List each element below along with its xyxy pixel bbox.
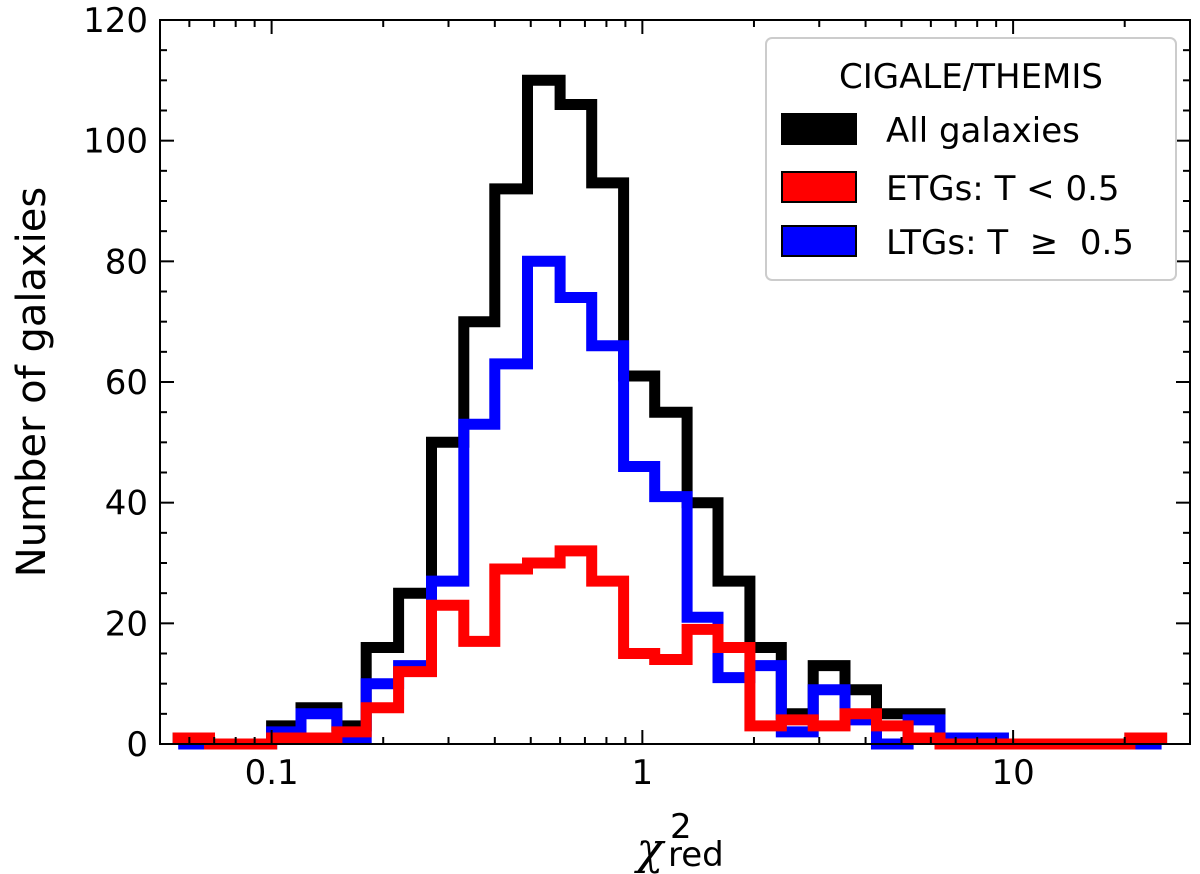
y-tick-label: 40 <box>105 484 148 524</box>
x-tick-label: 1 <box>632 753 654 793</box>
x-tick-label: 10 <box>991 753 1034 793</box>
x-axis-title-subscript: red <box>668 835 724 874</box>
y-tick-label: 0 <box>126 725 148 765</box>
legend-swatch <box>781 113 857 145</box>
x-axis-title-symbol: χ <box>634 824 666 874</box>
y-tick-label: 80 <box>105 242 148 282</box>
legend-label: ETGs: T < 0.5 <box>886 169 1120 209</box>
legend-label: All galaxies <box>886 111 1080 151</box>
legend-swatch <box>781 171 857 203</box>
y-tick-label: 20 <box>105 604 148 644</box>
plot-frame <box>159 19 1191 745</box>
legend-swatch <box>781 225 857 257</box>
y-tick-label: 120 <box>83 1 148 41</box>
histogram-series-etgs <box>172 545 1168 750</box>
y-axis-title: Number of galaxies <box>9 187 55 577</box>
x-tick-label: 0.1 <box>245 753 299 793</box>
legend-title: CIGALE/THEMIS <box>839 57 1103 97</box>
y-tick-label: 60 <box>105 363 148 403</box>
legend-entries: All galaxies ETGs: T < 0.5 LTGs: T ≥ 0.5 <box>781 111 1134 263</box>
axis-ticks-layer: 0 20 40 60 80 100 120 0.1 1 10 <box>83 1 1191 793</box>
x-axis-title-superscript: 2 <box>670 807 692 847</box>
legend-label: LTGs: T ≥ 0.5 <box>886 223 1134 263</box>
legend: CIGALE/THEMIS All galaxies ETGs: T < 0.5 L… <box>765 37 1177 281</box>
y-tick-label: 100 <box>83 122 148 162</box>
legend-box <box>765 37 1177 281</box>
histogram-series-ltgs <box>178 255 1162 750</box>
x-axis-title: χ 2 red <box>634 807 724 874</box>
